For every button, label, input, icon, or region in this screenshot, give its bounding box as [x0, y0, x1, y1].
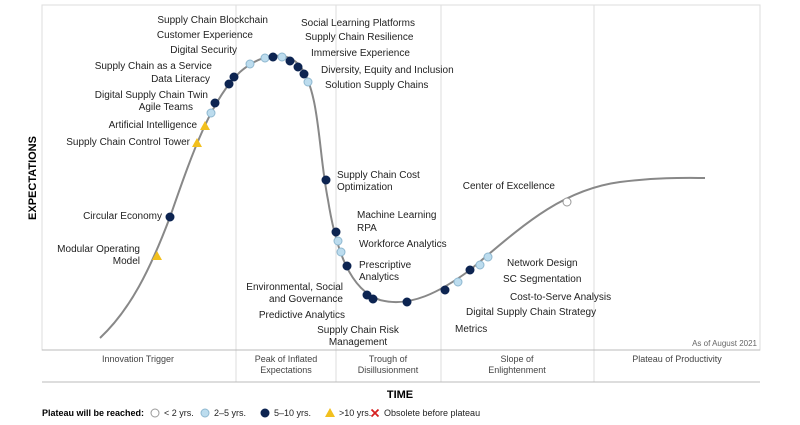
phase-label: Peak of Inflated Expectations — [254, 354, 318, 375]
technology-marker — [342, 261, 352, 271]
technology-label: Supply Chain Resilience — [305, 32, 414, 43]
technology-marker — [200, 121, 210, 130]
technology-marker — [333, 236, 343, 246]
legend-marker — [370, 408, 380, 418]
technology-label: SC Segmentation — [503, 274, 582, 285]
note: As of August 2021 — [692, 339, 757, 348]
technology-marker — [229, 72, 239, 82]
phase-label: Slope of Enlightenment — [488, 354, 546, 375]
technology-marker — [285, 56, 295, 66]
technology-label: Cost-to-Serve Analysis — [510, 292, 612, 303]
technology-marker — [483, 252, 493, 262]
technology-label: Agile Teams — [138, 102, 193, 113]
legend-label: 5–10 yrs. — [274, 408, 311, 418]
technology-label: Metrics — [455, 324, 488, 335]
technology-marker — [321, 175, 331, 185]
legend-marker — [260, 408, 270, 418]
phase-dividers — [235, 5, 595, 382]
technology-label: Solution Supply Chains — [325, 80, 429, 91]
technology-marker — [165, 212, 175, 222]
technology-label: Supply Chain Risk Management — [317, 325, 399, 348]
technology-marker — [440, 285, 450, 295]
technology-label: Predictive Analytics — [258, 310, 345, 321]
technology-marker — [192, 138, 202, 147]
technology-marker — [465, 265, 475, 275]
legend-marker — [200, 408, 210, 418]
legend-marker — [150, 408, 160, 418]
technology-label: Supply Chain Cost Optimization — [337, 170, 420, 193]
technology-label: Customer Experience — [156, 30, 253, 41]
technology-marker — [475, 260, 485, 270]
technology-label: Environmental, Social and Governance — [246, 282, 343, 305]
technology-label: Immersive Experience — [311, 48, 410, 59]
technology-label: Center of Excellence — [462, 181, 555, 192]
x-axis-label: TIME — [387, 389, 413, 401]
technology-label: Workforce Analytics — [359, 239, 447, 250]
legend-label: >10 yrs. — [339, 408, 371, 418]
technology-label: Data Literacy — [151, 74, 210, 85]
technology-marker — [368, 294, 378, 304]
phase-label: Innovation Trigger — [101, 354, 175, 364]
technology-marker — [268, 52, 278, 62]
legend-label: Obsolete before plateau — [384, 408, 480, 418]
legend-marker — [325, 408, 335, 417]
technology-marker — [331, 227, 341, 237]
technology-label: Supply Chain as a Service — [94, 61, 212, 72]
phase-label: Plateau of Productivity — [632, 354, 722, 364]
technology-marker — [299, 69, 309, 79]
technology-marker — [293, 62, 303, 72]
technology-marker — [453, 277, 463, 287]
technology-label: Supply Chain Control Tower — [66, 137, 190, 148]
technology-label: Diversity, Equity and Inclusion — [321, 65, 454, 76]
technology-marker — [336, 247, 346, 257]
technology-marker — [152, 251, 162, 260]
legend-label: < 2 yrs. — [164, 408, 194, 418]
technology-marker — [224, 79, 234, 89]
technology-label: Digital Security — [170, 45, 237, 56]
technology-label: RPA — [357, 223, 377, 234]
technology-label: Digital Supply Chain Strategy — [466, 307, 597, 318]
technology-label: Digital Supply Chain Twin — [94, 90, 208, 101]
technology-marker — [402, 297, 412, 307]
technology-label: Prescriptive Analytics — [359, 260, 412, 283]
technology-marker — [245, 59, 255, 69]
technology-label: Modular Operating Model — [57, 244, 140, 267]
phase-label: Trough of Disillusionment — [357, 354, 419, 375]
technology-label: Circular Economy — [83, 211, 162, 222]
technology-label: Social Learning Platforms — [301, 18, 415, 29]
legend-label: 2–5 yrs. — [214, 408, 246, 418]
technology-marker — [562, 197, 572, 207]
technology-marker — [303, 77, 313, 87]
technology-marker — [210, 98, 220, 108]
technology-label: Supply Chain Blockchain — [157, 15, 268, 26]
technology-marker — [277, 52, 287, 62]
technology-label: Network Design — [507, 258, 578, 269]
technology-label: Artificial Intelligence — [108, 120, 197, 131]
technology-marker — [260, 53, 270, 63]
legend-title: Plateau will be reached: — [42, 408, 144, 418]
y-axis-label: EXPECTATIONS — [27, 136, 39, 220]
technology-label: Machine Learning — [357, 210, 437, 221]
hype-curve — [99, 54, 706, 339]
technology-marker — [206, 108, 216, 118]
